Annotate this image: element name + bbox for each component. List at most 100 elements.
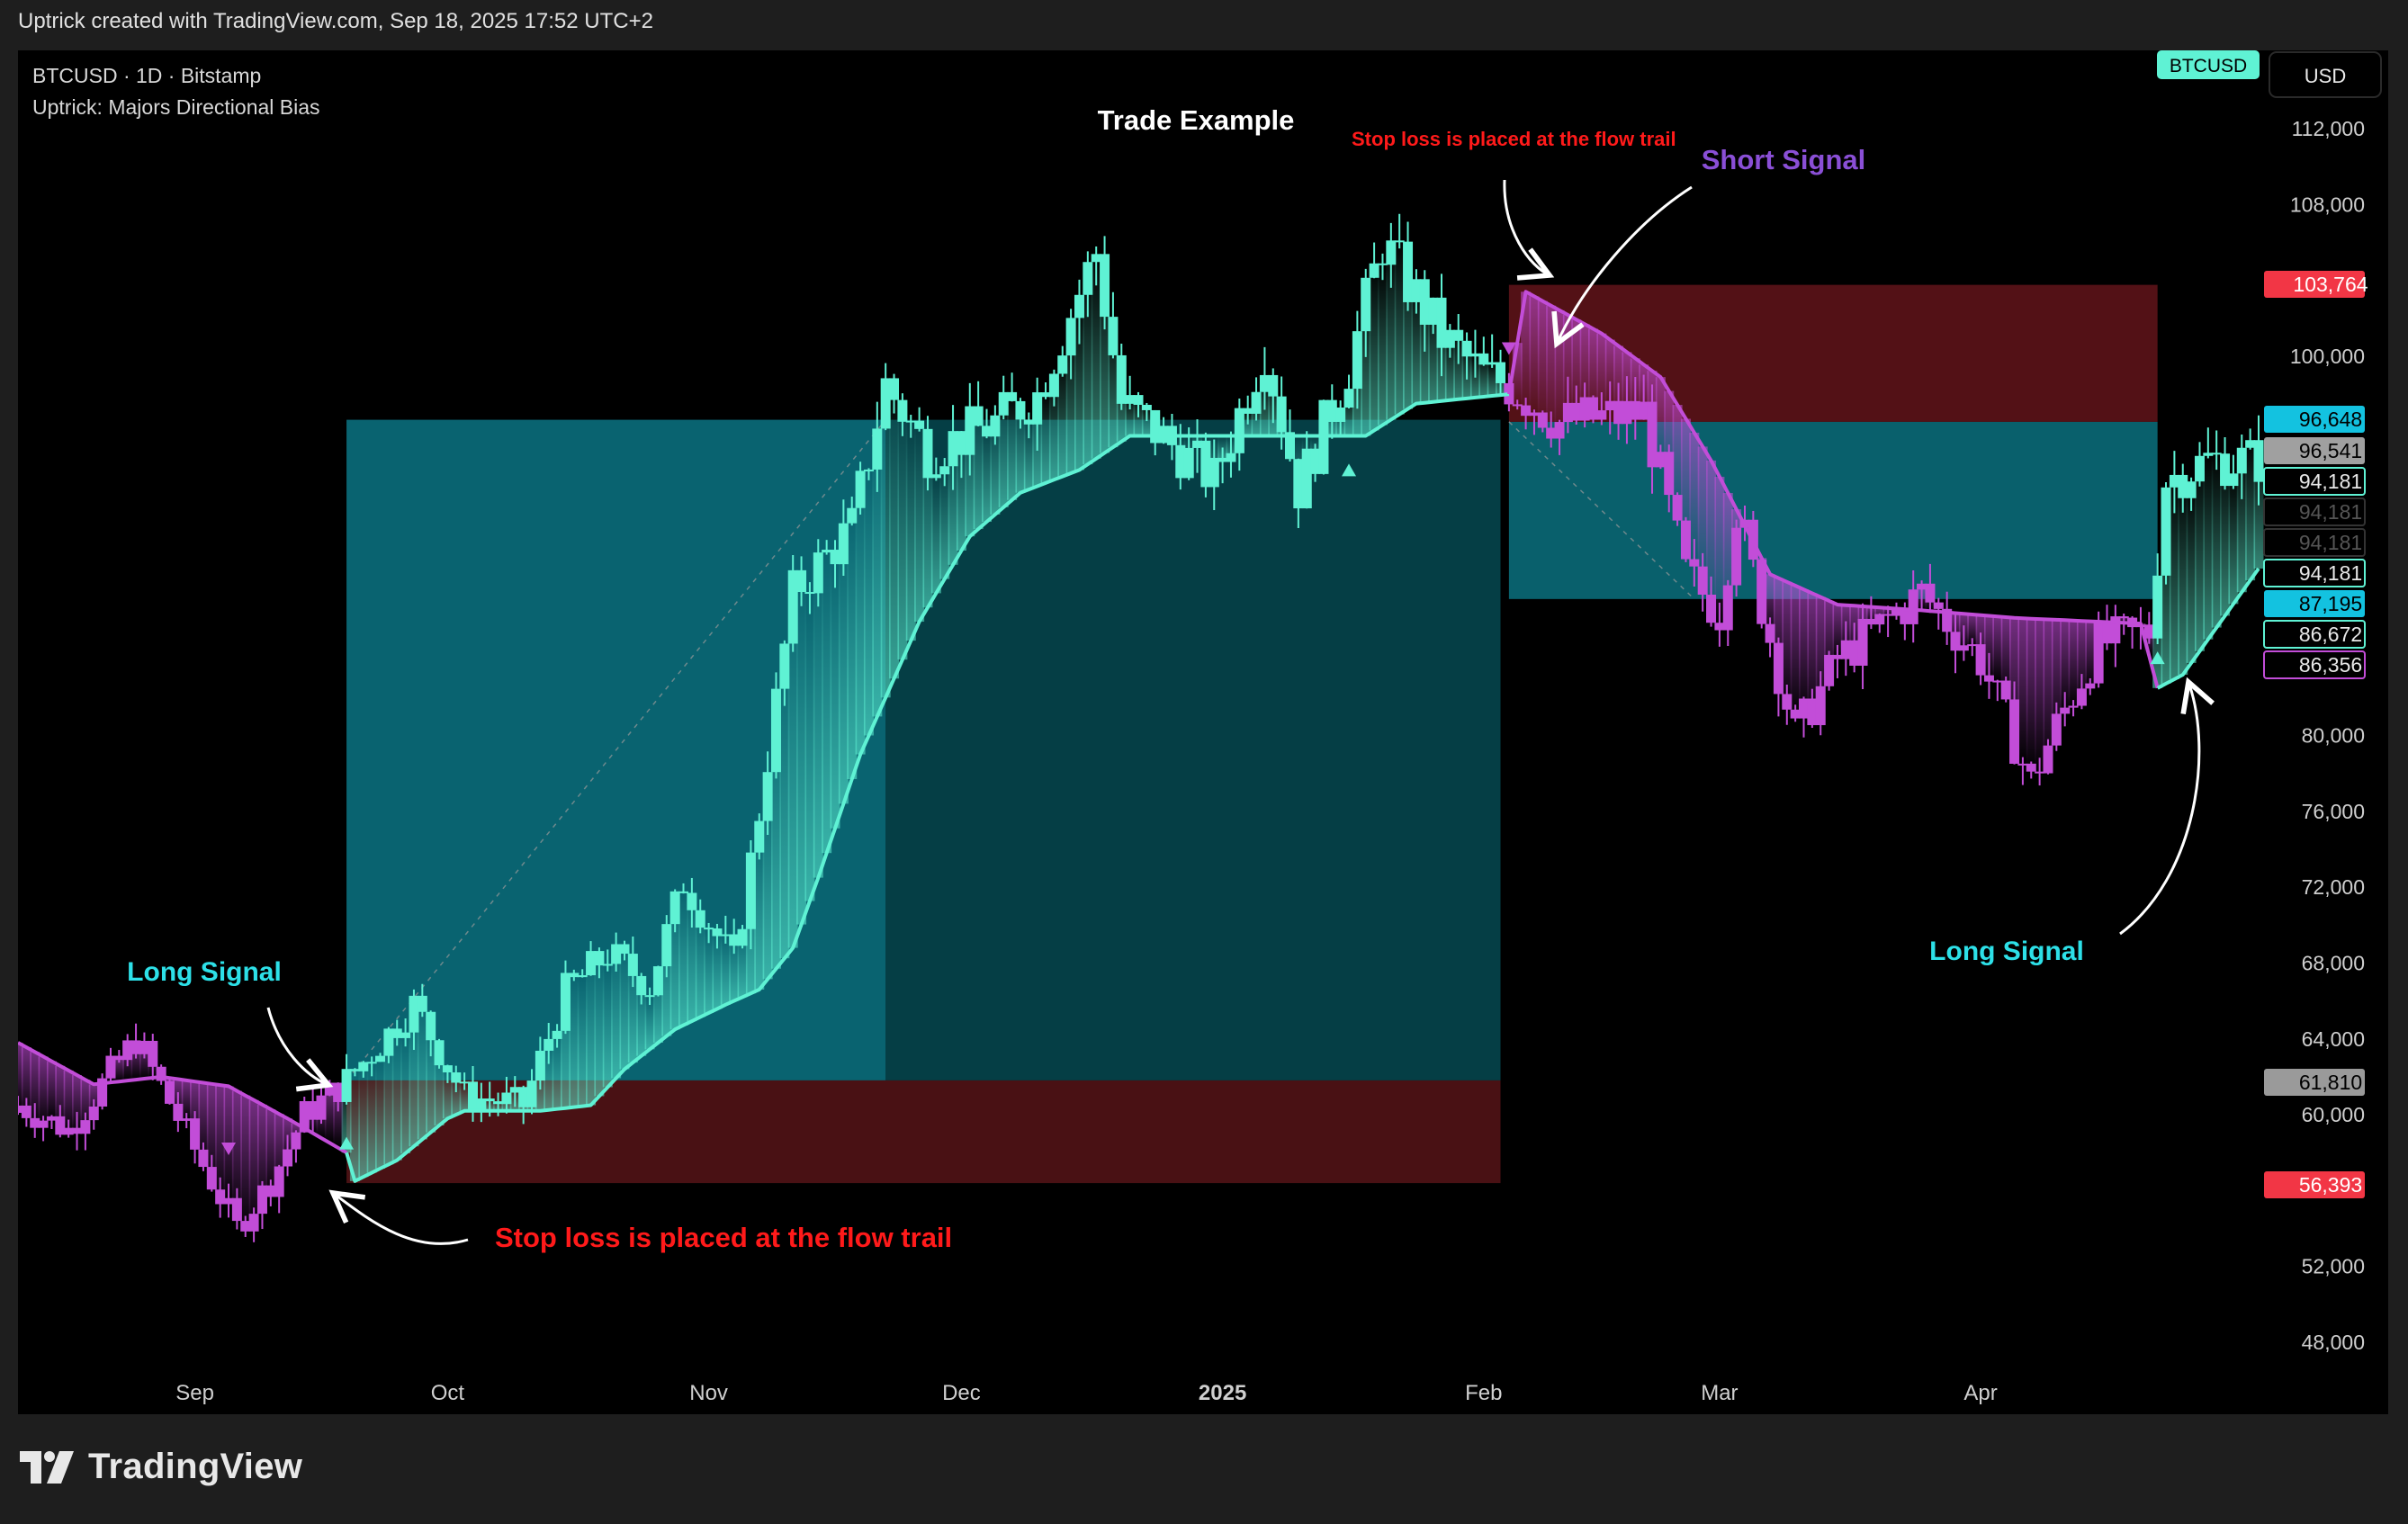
price-label-text: 94,181 xyxy=(2299,561,2362,585)
trail-fill-bar xyxy=(922,428,933,608)
candle-body xyxy=(459,1081,470,1084)
trail-fill-bar xyxy=(181,1080,192,1121)
price-label-bg xyxy=(2264,271,2365,298)
x-tick-label: Apr xyxy=(1963,1381,1997,1405)
y-tick-label: 100,000 xyxy=(2290,345,2365,368)
trail-fill-bar xyxy=(426,1011,436,1133)
candle-body xyxy=(18,1105,23,1113)
stop-loss-top-label: Stop loss is placed at the flow trail xyxy=(1352,128,1676,150)
trail-fill-bar xyxy=(1521,291,1532,417)
candle-body xyxy=(2035,771,2045,774)
trail-fill-bar xyxy=(1015,400,1026,493)
legend-symbol[interactable]: BTCUSD · 1D · Bitstamp xyxy=(32,64,261,87)
trail-fill-bar xyxy=(1369,263,1379,431)
trail-fill-bar xyxy=(1790,585,1801,719)
symbol-badge-text: BTCUSD xyxy=(2170,56,2247,76)
candle-body xyxy=(1015,400,1026,420)
symbol-badge[interactable]: BTCUSD xyxy=(2157,50,2260,79)
trail-fill-bar xyxy=(754,820,765,990)
trail-fill-bar xyxy=(2085,621,2096,689)
trail-fill-bar xyxy=(1394,240,1405,415)
currency-button[interactable]: USD xyxy=(2269,51,2382,98)
candle-body xyxy=(1048,373,1059,398)
price-label-text: 103,764 xyxy=(2293,273,2368,296)
candle-body xyxy=(1469,353,1480,357)
candle-body xyxy=(1496,362,1506,383)
trail-fill-bar xyxy=(1992,616,2003,682)
trail-fill-bar xyxy=(669,891,680,1030)
price-label: 61,810 xyxy=(2264,1069,2365,1096)
y-tick-label: 52,000 xyxy=(2302,1255,2365,1278)
trail-fill-bar xyxy=(1007,391,1018,500)
candle-body xyxy=(1436,297,1447,348)
candle-body xyxy=(1032,392,1043,425)
candle-body xyxy=(1251,391,1262,414)
candle-body xyxy=(602,964,613,966)
price-label-bg xyxy=(2263,620,2366,649)
trail-fill-bar xyxy=(1697,446,1708,595)
chart-panel[interactable]: 48,000 52,000 60,000 64,000 68,000 72,000 76,0… xyxy=(18,50,2388,1414)
candle-body xyxy=(1706,594,1717,623)
candle-body xyxy=(1697,566,1708,595)
price-axis[interactable]: 48,000 52,000 60,000 64,000 68,000 72,000 76,0… xyxy=(2263,117,2368,1354)
candle-body xyxy=(2211,453,2222,455)
price-label: 96,648 xyxy=(2264,406,2365,433)
trail-fill-bar xyxy=(973,406,984,530)
trail-fill-bar xyxy=(880,378,891,698)
signal-markers xyxy=(221,342,2165,1156)
price-label: 94,181 xyxy=(2263,528,2366,557)
candle-body xyxy=(366,1062,377,1064)
candle-body xyxy=(1622,400,1632,425)
trail-fill-bar xyxy=(1343,389,1354,436)
candle-body xyxy=(426,1011,436,1041)
candle-body xyxy=(922,428,933,479)
candle-body xyxy=(1900,609,1910,624)
trail-fill-bar xyxy=(838,523,849,804)
trail-fill-bar xyxy=(611,944,622,1079)
candle-body xyxy=(509,1087,520,1093)
candle-body xyxy=(737,928,748,946)
y-tick-label: 72,000 xyxy=(2302,875,2365,899)
x-tick-label: Sep xyxy=(175,1381,214,1405)
candle-body xyxy=(248,1214,259,1232)
candle-body xyxy=(291,1132,301,1150)
candle-body xyxy=(1757,560,1767,624)
candlestick-chart[interactable]: 48,000 52,000 60,000 64,000 68,000 72,000 76,0… xyxy=(18,50,2388,1414)
candle-body xyxy=(1950,632,1961,651)
trail-fill-bar xyxy=(939,466,950,579)
candle-body xyxy=(569,973,580,978)
tradingview-logo[interactable]: TradingView xyxy=(20,1447,302,1487)
trail-fill-bar xyxy=(113,1055,124,1082)
trail-fill-bar xyxy=(1100,254,1110,453)
trail-fill-bar xyxy=(1706,460,1717,623)
trail-fill-bar xyxy=(897,399,908,660)
time-axis[interactable]: Sep Oct Nov Dec 2025 Feb Mar Apr xyxy=(175,1381,1998,1405)
trail-fill-bar xyxy=(349,1069,360,1181)
short-target-zone xyxy=(1508,421,2158,599)
candle-body xyxy=(1664,452,1675,496)
long-signal-triangle xyxy=(339,1136,355,1150)
candle-body xyxy=(2152,575,2163,639)
candle-body xyxy=(1807,698,1818,726)
candle-body xyxy=(2060,707,2071,714)
candle-body xyxy=(493,1101,504,1105)
trail-fill-bar xyxy=(38,1056,49,1128)
candle-body xyxy=(2000,680,2011,700)
y-tick-label: 80,000 xyxy=(2302,724,2365,748)
trail-fill-bar xyxy=(2161,487,2171,684)
candle-body xyxy=(1983,675,1994,682)
y-tick-label: 68,000 xyxy=(2302,951,2365,974)
candle-body xyxy=(2194,455,2205,482)
candle-body xyxy=(72,1127,83,1134)
trail-fill-bar xyxy=(822,550,832,854)
trail-fill-bar xyxy=(274,1114,284,1197)
candle-body xyxy=(1782,694,1793,710)
candle-body xyxy=(1226,453,1236,462)
x-tick-label: Mar xyxy=(1701,1381,1738,1405)
long-signal-right-arrow xyxy=(2119,677,2215,936)
trail-fill-bar xyxy=(2245,440,2256,581)
legend-indicator[interactable]: Uptrick: Majors Directional Bias xyxy=(32,95,320,119)
candle-body xyxy=(1639,401,1649,420)
trail-fill-bar xyxy=(1386,240,1397,420)
candle-body xyxy=(2186,481,2197,498)
